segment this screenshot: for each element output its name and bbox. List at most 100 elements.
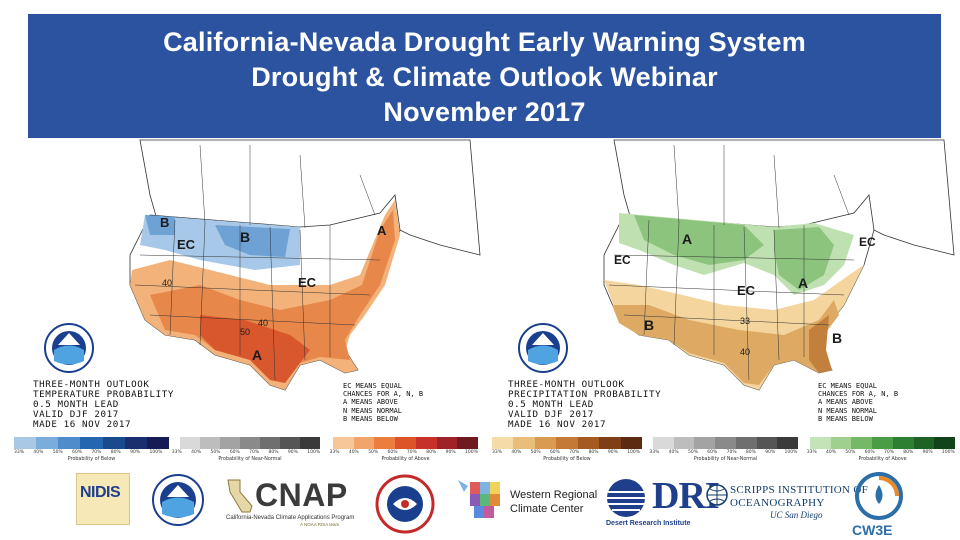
title-banner: California-Nevada Drought Early Warning … xyxy=(28,14,941,138)
legend-swatch xyxy=(620,437,642,449)
wrcc-logo-map-icon xyxy=(458,480,500,518)
legend-tick-label: 50% xyxy=(845,450,856,455)
legend-tick-label: 60% xyxy=(864,450,875,455)
temperature-ec-note: EC MEANS EQUAL CHANCES FOR A, N, B A MEA… xyxy=(343,382,424,423)
legend-tick-label: 50% xyxy=(687,450,698,455)
temperature-caption: THREE-MONTH OUTLOOK TEMPERATURE PROBABIL… xyxy=(33,379,175,430)
legend-tick-label: 40% xyxy=(826,450,837,455)
legend-tick-label: 40% xyxy=(33,450,44,455)
legend-swatch xyxy=(300,437,320,449)
legend-tick-label: 40% xyxy=(348,450,359,455)
legend-tick-label: 80% xyxy=(268,450,279,455)
wrcc-logo-text: Western Regional Climate Center xyxy=(510,488,597,516)
legend-tick-label: 70% xyxy=(569,450,580,455)
map-label-40: 40 xyxy=(740,347,751,357)
legend-tick-label: 60% xyxy=(387,450,398,455)
noaa-badge-right xyxy=(518,323,568,373)
legend-swatch xyxy=(80,437,103,449)
legend-swatch xyxy=(830,437,852,449)
legend-swatch xyxy=(36,437,59,449)
legend-tick-label: 60% xyxy=(707,450,718,455)
map-label-a1: A xyxy=(682,231,693,247)
scripps-line-1: SCRIPPS INSTITUTION OF xyxy=(730,484,869,496)
map-label-b2: B xyxy=(240,229,251,245)
legend-swatch xyxy=(694,437,716,449)
legend-right-title-above: Probability of Above xyxy=(858,457,907,462)
legend-tick-label: 80% xyxy=(745,450,756,455)
legend-tick-label: 33% xyxy=(806,450,817,455)
legend-swatch xyxy=(777,437,799,449)
legend-swatch xyxy=(756,437,778,449)
legend-tick-label: 80% xyxy=(588,450,599,455)
legend-tick-label: 33% xyxy=(14,450,25,455)
legend-right-normal xyxy=(653,437,799,449)
map-label-b1: B xyxy=(160,215,170,230)
cnap-subtitle-2: A NOAA RISA team xyxy=(300,522,340,527)
map-label-ec1: EC xyxy=(177,237,196,252)
legend-swatch xyxy=(513,437,535,449)
map-label-ec2: EC xyxy=(298,275,317,290)
legend-swatch xyxy=(457,437,479,449)
legend-tick-label: 70% xyxy=(726,450,737,455)
title-line-2: Drought & Climate Outlook Webinar xyxy=(251,61,718,92)
map-label-40a: 40 xyxy=(162,278,173,288)
legend-tick-label: 70% xyxy=(91,450,102,455)
legend-swatch xyxy=(715,437,736,449)
region-above-dark xyxy=(200,315,310,383)
legend-swatch xyxy=(534,437,557,449)
region-below-mid xyxy=(145,215,175,235)
legend-swatch xyxy=(220,437,240,449)
legend-tick-label: 90% xyxy=(130,450,141,455)
legend-swatch xyxy=(556,437,578,449)
legend-left-title-above: Probability of Above xyxy=(381,457,430,462)
province-borders xyxy=(673,144,850,229)
legend-left-ticks: 33% 40% 50% 60% 70% 80% 90% 100% 33% 40% 50% 60% 70%… xyxy=(14,450,478,455)
legend-left-above xyxy=(333,437,479,449)
legend-left-normal xyxy=(180,437,320,449)
cw3e-logo-text: CW3E xyxy=(852,522,893,538)
map-label-33: 33 xyxy=(740,316,751,326)
map-label-ec3: EC xyxy=(859,235,876,249)
nidis-logo: NIDIS xyxy=(76,473,130,525)
map-label-ec1: EC xyxy=(614,253,631,267)
legend-tick-label: 70% xyxy=(249,450,260,455)
legend-swatch xyxy=(577,437,600,449)
precipitation-map-svg xyxy=(603,139,955,391)
legend-swatch xyxy=(146,437,169,449)
legend-swatch xyxy=(333,437,354,449)
legend-right-title-normal: Probability of Near-Normal xyxy=(693,457,758,462)
national-weather-service-logo xyxy=(375,474,435,534)
legend-tick-label: 50% xyxy=(368,450,379,455)
legend-swatch xyxy=(436,437,458,449)
legend-swatch xyxy=(353,437,375,449)
map-label-b2: B xyxy=(832,330,843,346)
state-borders xyxy=(608,219,855,381)
legend-right-below xyxy=(492,437,642,449)
logo-strip: NIDIS CNAP California-Nevada Climate App… xyxy=(0,470,960,540)
legend-tick-label: 100% xyxy=(941,450,955,455)
legend-tick-label: 40% xyxy=(191,450,202,455)
legend-tick-label: 50% xyxy=(530,450,541,455)
title-line-3: November 2017 xyxy=(383,96,586,127)
dri-globe-icon xyxy=(607,479,645,517)
legend-swatch xyxy=(913,437,935,449)
legend-tick-label: 100% xyxy=(464,450,478,455)
map-label-a1: A xyxy=(377,223,387,238)
legend-swatch xyxy=(934,437,956,449)
region-below-mid-2 xyxy=(215,225,290,257)
wrcc-line-1: Western Regional xyxy=(510,489,598,501)
cw3e-logo-icon xyxy=(855,472,903,520)
legend-swatch xyxy=(14,437,37,449)
legend-tick-label: 60% xyxy=(229,450,240,455)
legend-tick-label: 90% xyxy=(287,450,298,455)
map-label-ec2: EC xyxy=(737,283,756,298)
legend-left-title-below: Probability of Below xyxy=(67,457,116,462)
map-label-40b: 40 xyxy=(258,318,269,328)
legend-swatch xyxy=(892,437,914,449)
legend-swatch xyxy=(872,437,893,449)
legend-tick-label: 40% xyxy=(511,450,522,455)
legend-tick-label: 60% xyxy=(72,450,83,455)
legend-swatch xyxy=(492,437,514,449)
legend-swatch xyxy=(260,437,280,449)
legend-swatch xyxy=(200,437,220,449)
